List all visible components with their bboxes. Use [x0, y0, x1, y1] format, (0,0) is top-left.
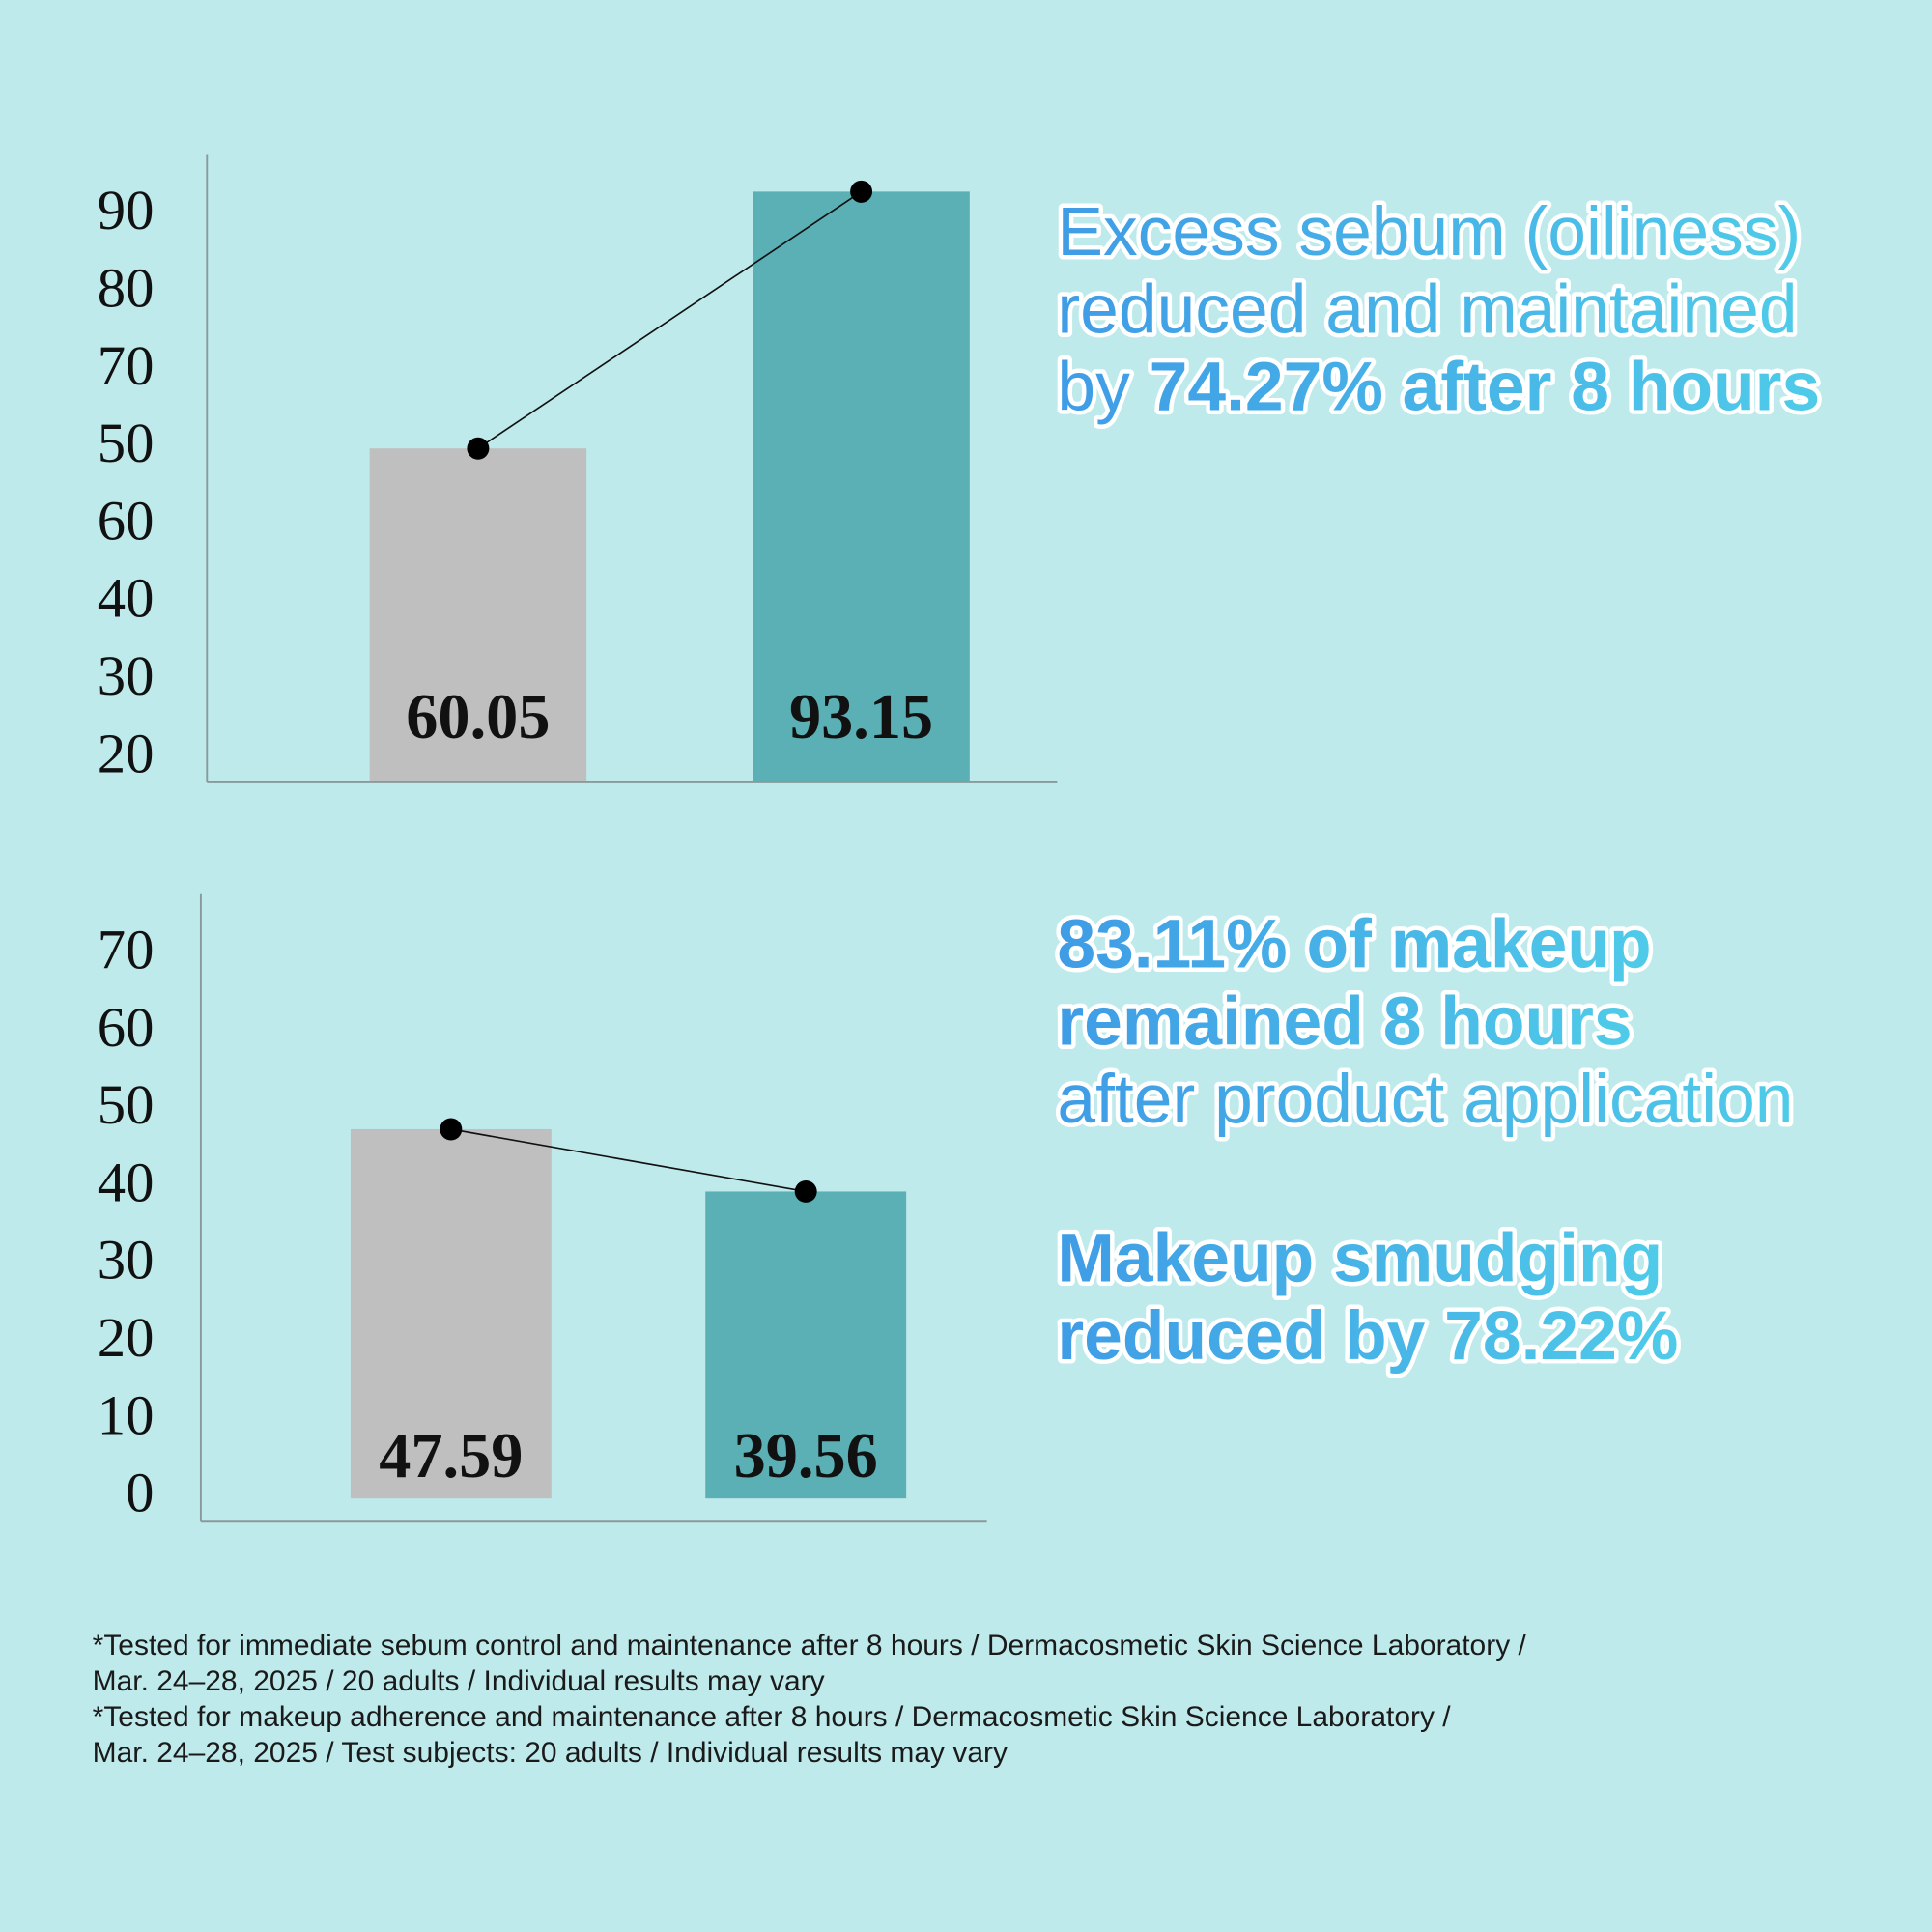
callout-text: Makeup smudging [1057, 1220, 1662, 1297]
callout-text: by [1057, 349, 1149, 426]
trend-dot [440, 1118, 463, 1141]
y-tick-label: 70 [98, 334, 155, 397]
footnote: *Tested for immediate sebum control and … [93, 1630, 1527, 1662]
value-label: 47.59 [379, 1421, 523, 1492]
callout-text: after product application [1057, 1061, 1793, 1138]
trend-line [477, 190, 863, 449]
callout-line: reduced by 78.22% [1057, 1297, 1678, 1375]
value-label: 60.05 [406, 682, 550, 753]
callout-line: 83.11% of makeup [1057, 905, 1651, 982]
callout-line: Makeup smudging [1057, 1220, 1662, 1297]
y-tick-label: 20 [98, 1306, 155, 1369]
y-tick-label: 80 [98, 256, 155, 319]
callout-text: 83.11% of makeup [1057, 905, 1651, 982]
y-tick-label: 90 [98, 179, 155, 242]
trend-dot [467, 437, 490, 460]
footnote: Mar. 24–28, 2025 / 20 adults / Individua… [93, 1665, 825, 1697]
callout-text: 74.27% after 8 hours [1150, 349, 1821, 426]
bar [705, 1191, 907, 1499]
y-tick-label: 50 [98, 412, 155, 474]
callout-line: remained 8 hours [1057, 983, 1632, 1061]
footnote: *Tested for makeup adherence and mainten… [93, 1701, 1452, 1733]
bar [350, 1128, 552, 1499]
trend-line [450, 1128, 807, 1193]
y-tick-label: 30 [98, 644, 155, 707]
y-tick-label: 60 [98, 489, 155, 552]
callout-line: reduced and maintained [1057, 270, 1797, 348]
y-tick-label: 30 [98, 1229, 155, 1292]
trend-dot [850, 180, 873, 203]
callout-text: reduced by 78.22% [1057, 1297, 1678, 1375]
bar [753, 191, 970, 782]
trend-dot [794, 1179, 817, 1203]
callout-line: after product application [1057, 1061, 1793, 1138]
callout-text: Excess sebum (oiliness) [1057, 193, 1801, 270]
y-tick-label: 70 [98, 918, 155, 980]
y-tick-label: 40 [98, 1151, 155, 1213]
callout-line: Excess sebum (oiliness) [1057, 193, 1801, 270]
value-label: 39.56 [734, 1421, 878, 1492]
value-label: 93.15 [789, 682, 933, 753]
callout-text: remained 8 hours [1057, 983, 1632, 1061]
footnote: Mar. 24–28, 2025 / Test subjects: 20 adu… [93, 1737, 1008, 1769]
bar [369, 448, 587, 782]
y-tick-label: 10 [98, 1383, 155, 1446]
y-tick-label: 60 [98, 996, 155, 1059]
callout-text: reduced and maintained [1057, 270, 1797, 348]
y-tick-label: 20 [98, 722, 155, 784]
y-tick-label: 40 [98, 567, 155, 630]
callout-line: by 74.27% after 8 hours [1057, 349, 1820, 426]
y-tick-label: 50 [98, 1073, 155, 1136]
y-tick-label: 0 [126, 1462, 154, 1524]
